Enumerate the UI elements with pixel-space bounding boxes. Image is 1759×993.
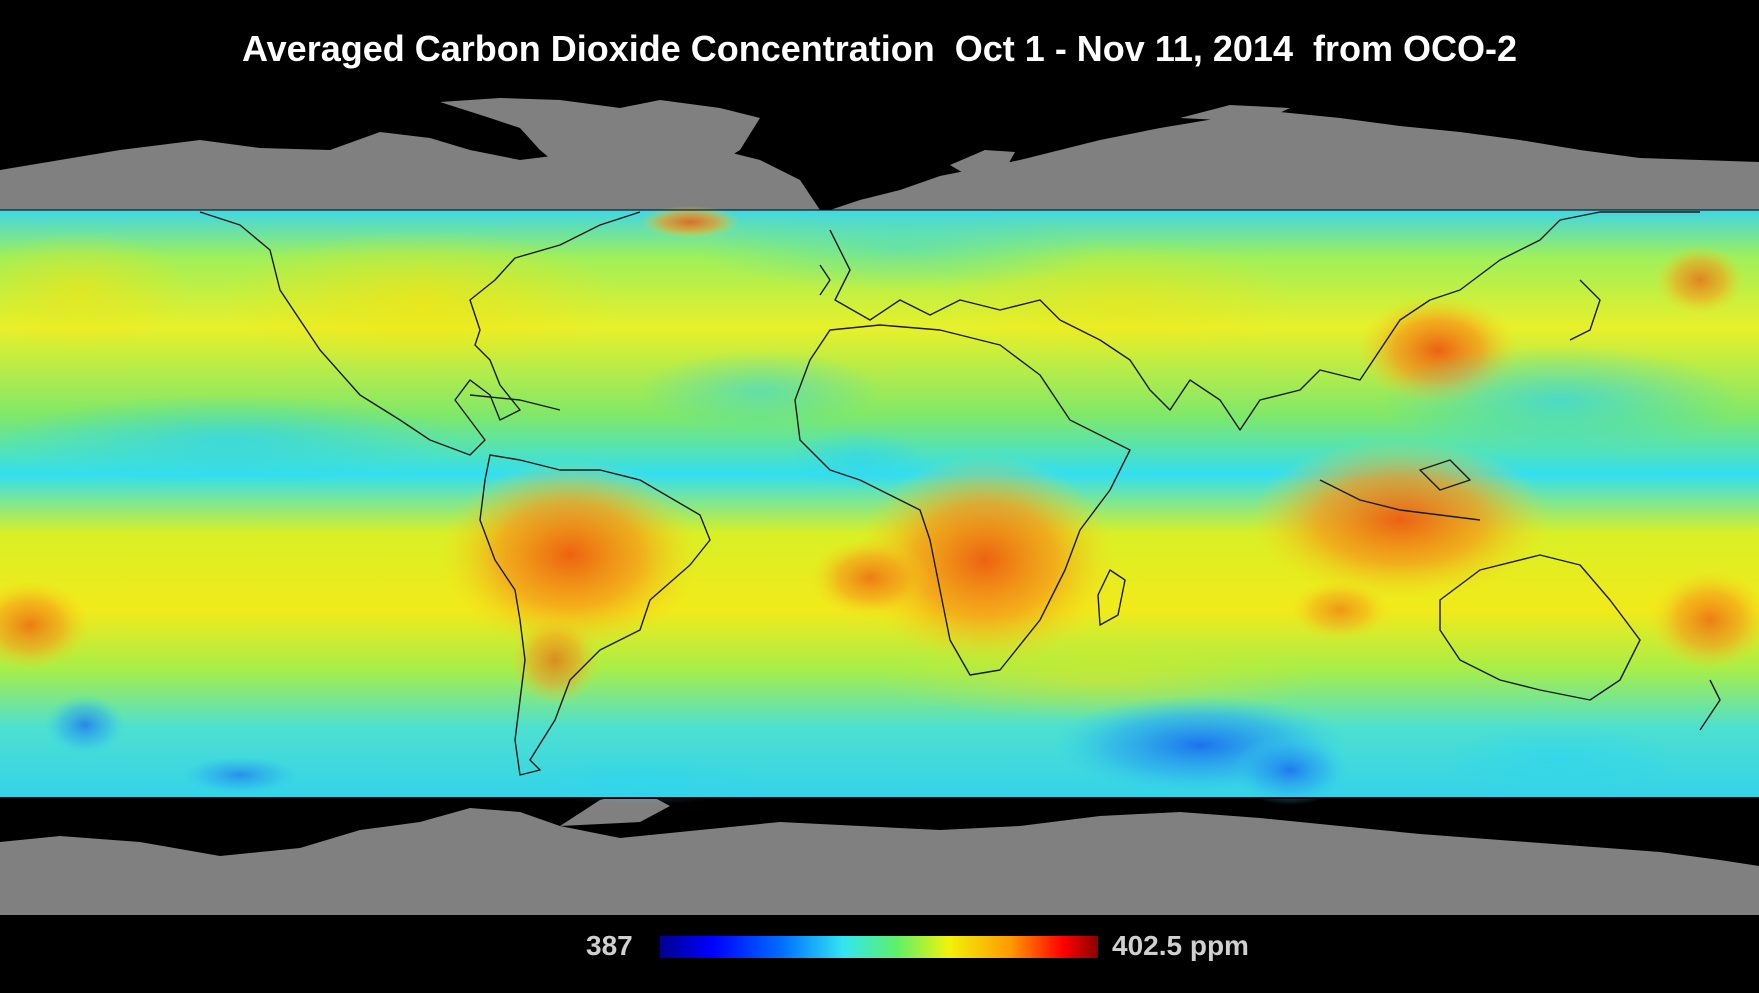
colorbar-gradient (660, 936, 1098, 958)
colorbar-min-label: 387 (586, 930, 633, 961)
southern-land-mask (0, 790, 1759, 915)
coastline-north-america (199, 211, 641, 456)
coastline-south-america (479, 454, 711, 776)
coastline-europe (829, 229, 1061, 321)
hotspot-amazon (440, 460, 700, 650)
hotspot-indonesia (1250, 440, 1550, 600)
northern-land-mask (0, 98, 1759, 212)
coastline-africa (794, 324, 1131, 676)
coastlines (199, 211, 1721, 776)
colorbar-legend: 387 402.5 ppm (0, 930, 1759, 970)
hotspot-central-africa (855, 455, 1115, 665)
map-title: Averaged Carbon Dioxide Concentration Oc… (242, 28, 1517, 69)
co2-data-band (0, 206, 1759, 805)
coastline-australia (1439, 554, 1641, 701)
coastline-asia (1059, 211, 1700, 431)
colorbar-max-label: 402.5 ppm (1112, 930, 1249, 961)
